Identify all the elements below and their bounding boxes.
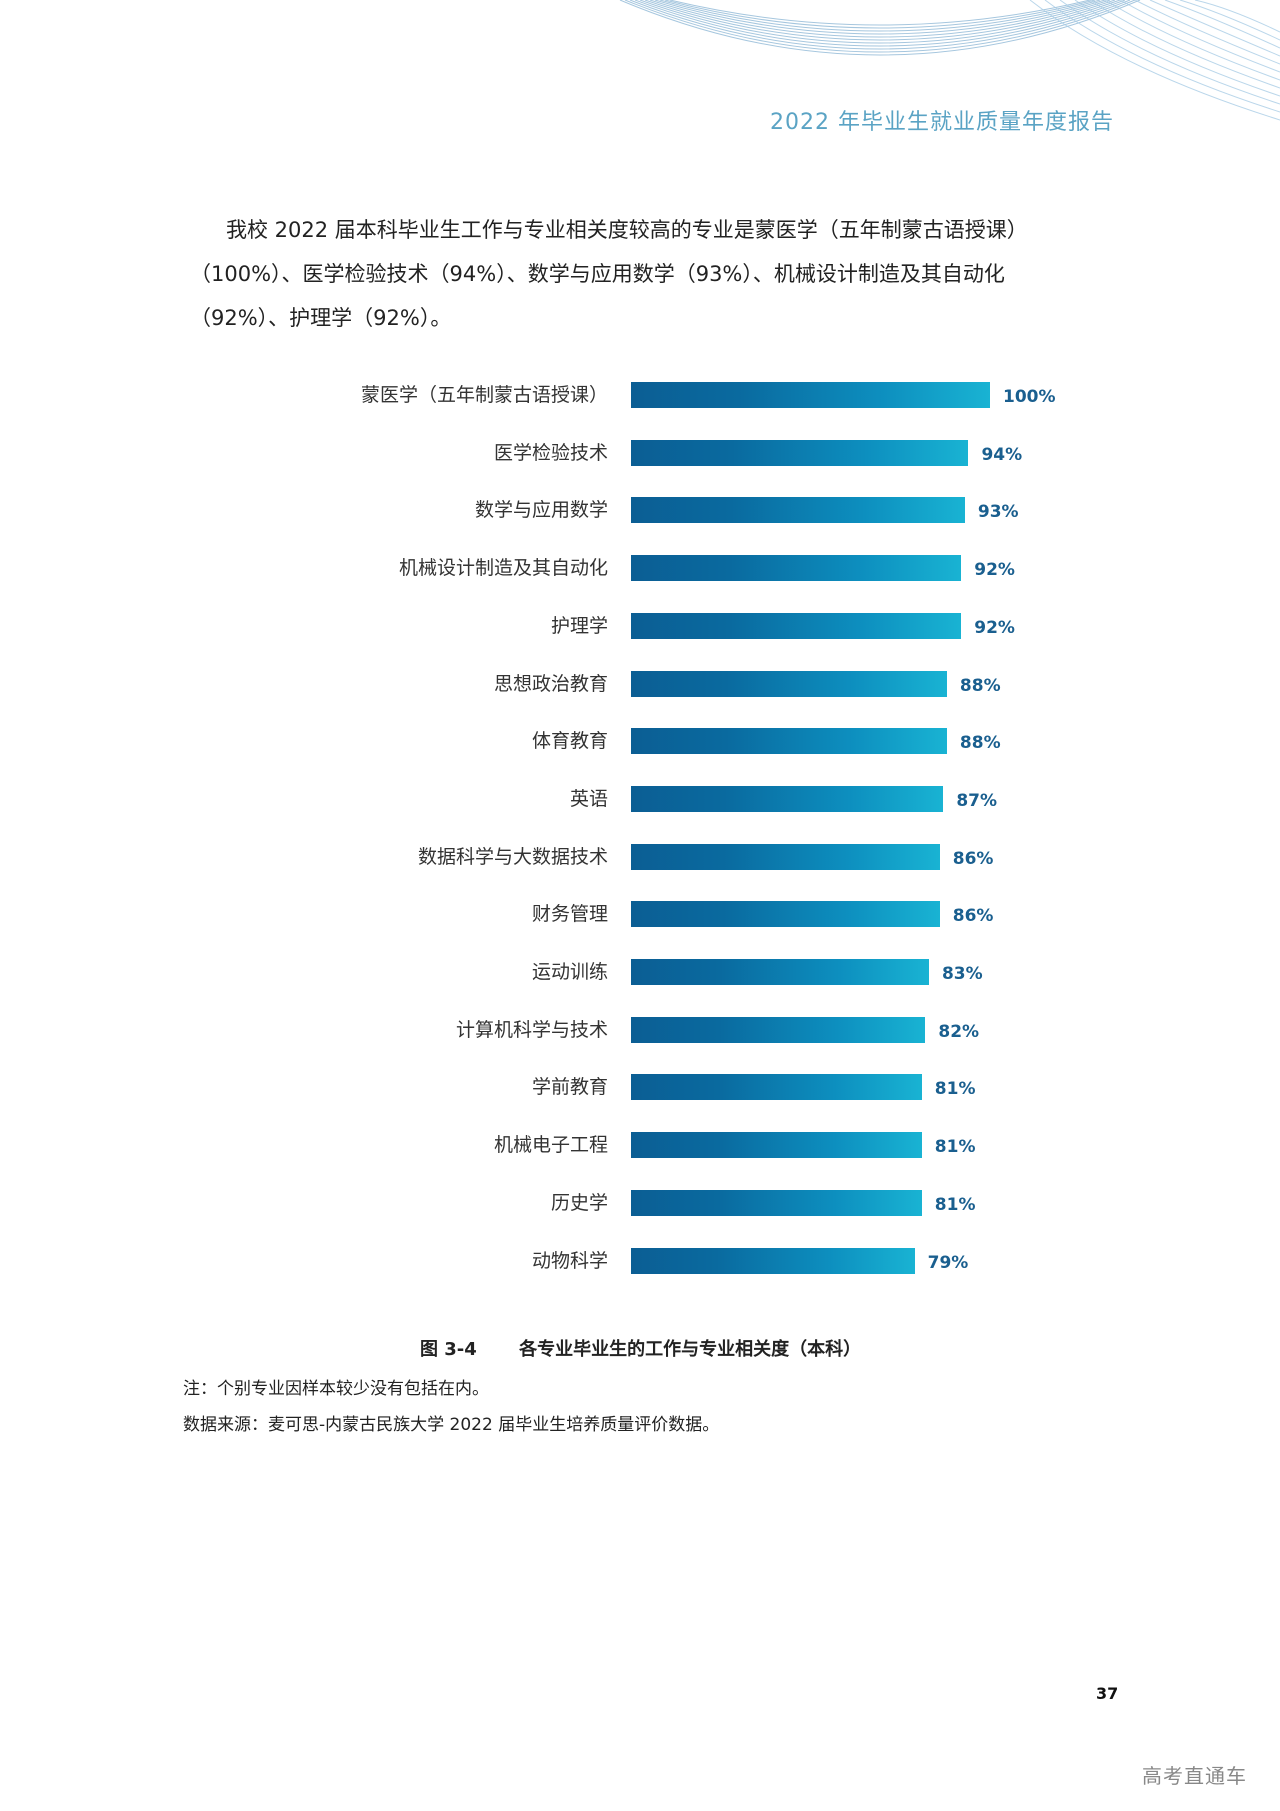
bar-value-label: 81% xyxy=(934,1194,976,1215)
bar-category-label: 思想政治教育 xyxy=(493,672,608,695)
bar-row: 思想政治教育 88% xyxy=(0,669,1280,699)
bar-row: 数学与应用数学 93% xyxy=(0,495,1280,525)
bar xyxy=(631,670,947,697)
bar-category-label: 体育教育 xyxy=(531,730,608,753)
figure-title: 各专业毕业生的工作与专业相关度（本科） xyxy=(519,1339,862,1360)
bar-category-label: 机械设计制造及其自动化 xyxy=(398,557,608,580)
bar-row: 数据科学与大数据技术 86% xyxy=(0,842,1280,872)
bar-value-label: 92% xyxy=(974,560,1015,581)
bar-category-label: 英语 xyxy=(569,787,608,810)
bar-category-label: 机械电子工程 xyxy=(493,1134,608,1157)
bar-category-label: 护理学 xyxy=(550,614,608,637)
bar-row: 英语 87% xyxy=(0,784,1280,814)
bar-row: 护理学 92% xyxy=(0,611,1280,641)
bar xyxy=(631,439,969,466)
bar-category-label: 数据科学与大数据技术 xyxy=(417,845,608,868)
bar-category-label: 数学与应用数学 xyxy=(474,499,608,522)
report-header-title: 2022 年毕业生就业质量年度报告 xyxy=(770,110,1114,135)
bar-value-label: 100% xyxy=(1003,387,1056,407)
bar-category-label: 历史学 xyxy=(550,1191,608,1214)
bar-value-label: 88% xyxy=(959,733,1001,754)
bar-row: 学前教育 81% xyxy=(0,1072,1280,1102)
bar xyxy=(631,382,990,408)
bar-row: 历史学 81% xyxy=(0,1188,1280,1218)
bar-category-label: 学前教育 xyxy=(531,1076,608,1099)
figure-number: 图 3-4 xyxy=(420,1339,477,1360)
bar-row: 财务管理 86% xyxy=(0,899,1280,929)
footnote: 注：个别专业因样本较少没有包括在内。 xyxy=(183,1379,489,1399)
intro-paragraph: 我校 2022 届本科毕业生工作与专业相关度较高的专业是蒙医学（五年制蒙古语授课… xyxy=(190,208,1120,340)
bar-value-label: 93% xyxy=(977,502,1019,523)
bar-row: 机械电子工程 81% xyxy=(0,1130,1280,1160)
bar-value-label: 87% xyxy=(956,790,998,811)
bar xyxy=(631,612,962,639)
page-number: 37 xyxy=(1096,1684,1119,1703)
bar-category-label: 财务管理 xyxy=(531,903,608,926)
bar-value-label: 94% xyxy=(981,444,1023,465)
data-source: 数据来源：麦可思-内蒙古民族大学 2022 届毕业生培养质量评价数据。 xyxy=(183,1415,720,1435)
bar xyxy=(631,785,944,812)
paragraph-line: （100%）、医学检验技术（94%）、数学与应用数学（93%）、机械设计制造及其… xyxy=(190,262,1005,286)
bar-value-label: 86% xyxy=(952,848,994,869)
bar xyxy=(631,1132,922,1159)
bar-value-label: 86% xyxy=(952,906,994,927)
bar xyxy=(631,1189,922,1216)
bar-category-label: 运动训练 xyxy=(531,961,608,983)
bar xyxy=(631,843,940,870)
bar-value-label: 81% xyxy=(934,1079,976,1100)
bar-category-label: 动物科学 xyxy=(531,1249,608,1272)
paragraph-line: （92%）、护理学（92%）。 xyxy=(190,306,452,330)
bar-value-label: 92% xyxy=(974,617,1015,638)
bar-category-label: 蒙医学（五年制蒙古语授课） xyxy=(360,384,608,406)
bar xyxy=(631,1074,922,1101)
bar xyxy=(631,497,965,524)
bar xyxy=(631,1247,915,1274)
bar-row: 计算机科学与技术 82% xyxy=(0,1015,1280,1045)
watermark: 高考直通车 xyxy=(1142,1764,1247,1788)
bar-value-label: 81% xyxy=(934,1137,976,1158)
bar-value-label: 88% xyxy=(959,675,1001,696)
bar-row: 动物科学 79% xyxy=(0,1246,1280,1276)
bar xyxy=(631,901,940,928)
bar-value-label: 83% xyxy=(941,964,983,984)
bar-row: 机械设计制造及其自动化 92% xyxy=(0,553,1280,583)
paragraph-line: 我校 2022 届本科毕业生工作与专业相关度较高的专业是蒙医学（五年制蒙古语授课… xyxy=(226,218,1028,242)
bar-row: 体育教育 88% xyxy=(0,726,1280,756)
bar xyxy=(631,959,929,985)
bar-row: 医学检验技术 94% xyxy=(0,438,1280,468)
bar xyxy=(631,1016,926,1043)
bar-row: 运动训练 83% xyxy=(0,957,1280,987)
bar xyxy=(631,555,962,582)
bar-category-label: 医学检验技术 xyxy=(493,441,608,464)
bar xyxy=(631,728,947,755)
bar-row: 蒙医学（五年制蒙古语授课） 100% xyxy=(0,380,1280,410)
bar-value-label: 82% xyxy=(938,1021,980,1042)
figure-caption: 图 3-4 各专业毕业生的工作与专业相关度（本科） xyxy=(420,1335,861,1361)
bar-category-label: 计算机科学与技术 xyxy=(455,1018,608,1041)
bar-value-label: 79% xyxy=(927,1252,969,1273)
decorative-wave-lines xyxy=(619,0,1280,121)
